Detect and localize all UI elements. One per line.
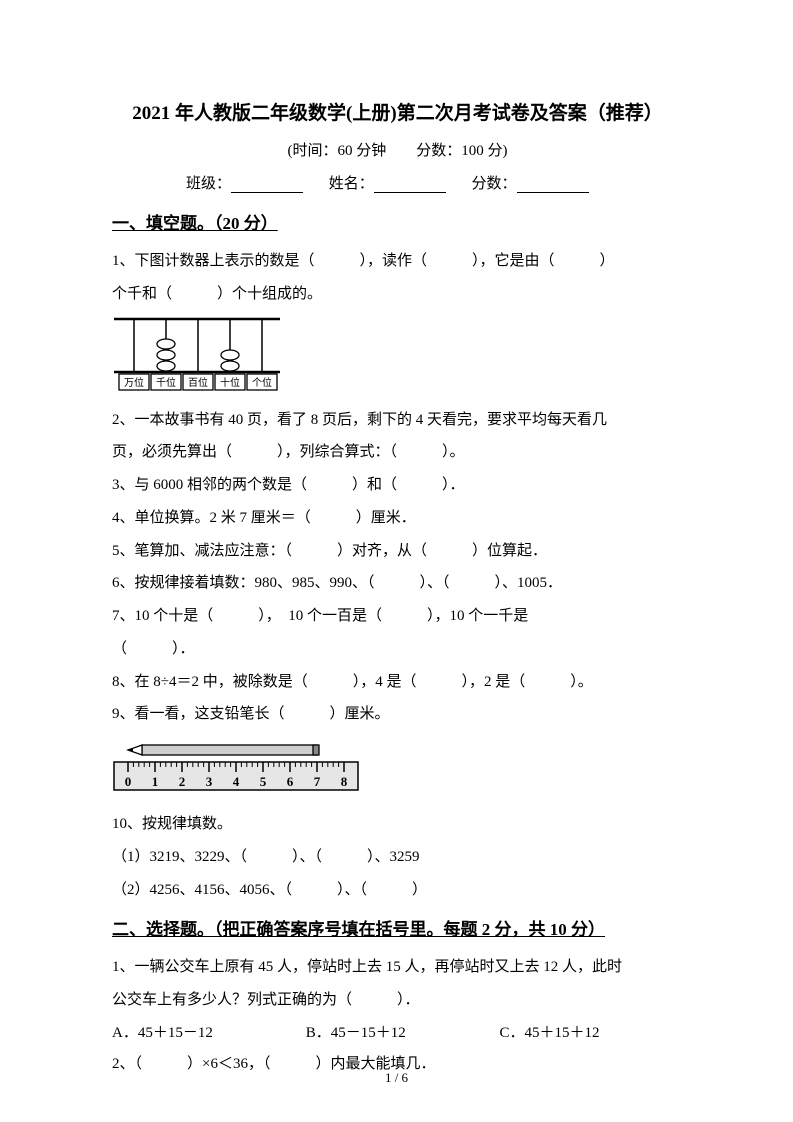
svg-text:千位: 千位 xyxy=(156,376,176,389)
ruler-figure: 0 1 2 3 4 5 6 7 8 xyxy=(112,736,683,799)
class-blank[interactable] xyxy=(231,177,303,193)
s2-q1-options: A．45＋15－12 B．45－15＋12 C．45＋15＋12 xyxy=(112,1018,683,1049)
page-number: 1 / 6 xyxy=(0,1070,793,1086)
q2-line-b: 页，必须先算出（ ），列综合算式：（ ）。 xyxy=(112,437,683,468)
svg-text:4: 4 xyxy=(233,774,240,789)
svg-text:0: 0 xyxy=(125,774,132,789)
svg-text:5: 5 xyxy=(260,774,267,789)
q2-line-a: 2、一本故事书有 40 页，看了 8 页后，剩下的 4 天看完，要求平均每天看几 xyxy=(112,405,683,436)
svg-text:2: 2 xyxy=(179,774,186,789)
q4: 4、单位换算。2 米 7 厘米＝（ ）厘米． xyxy=(112,503,683,534)
q9: 9、看一看，这支铅笔长（ ）厘米。 xyxy=(112,699,683,730)
svg-text:8: 8 xyxy=(341,774,348,789)
section-1-heading: 一、填空题。（20 分） xyxy=(112,209,683,234)
s2-q1-opt-b: B．45－15＋12 xyxy=(306,1018,496,1049)
q8: 8、在 8÷4＝2 中，被除数是（ ），4 是（ ），2 是（ ）。 xyxy=(112,667,683,698)
q7-line-b: （ ）． xyxy=(112,634,683,665)
exam-meta: (时间：60 分钟 分数：100 分) xyxy=(112,139,683,160)
q1-line-a: 1、下图计数器上表示的数是（ ），读作（ ），它是由（ ） xyxy=(112,246,683,277)
q7-line-a: 7、10 个十是（ ）， 10 个一百是（ ），10 个一千是 xyxy=(112,601,683,632)
svg-text:百位: 百位 xyxy=(188,376,208,389)
s2-q1-opt-a: A．45＋15－12 xyxy=(112,1018,302,1049)
score-label: 分数： xyxy=(472,176,517,192)
s2-q1-line-b: 公交车上有多少人？列式正确的为（ ）． xyxy=(112,985,683,1016)
s2-q1-line-a: 1、一辆公交车上原有 45 人，停站时上去 15 人，再停站时又上去 12 人，… xyxy=(112,952,683,983)
q10: 10、按规律填数。 xyxy=(112,809,683,840)
page-title: 2021 年人教版二年级数学(上册)第二次月考试卷及答案（推荐） xyxy=(112,98,683,125)
student-info-line: 班级： 姓名： 分数： xyxy=(112,172,683,193)
svg-text:个位: 个位 xyxy=(252,376,272,389)
svg-text:十位: 十位 xyxy=(220,376,240,389)
q10-sub2: （2）4256、4156、4056、（ ）、（ ） xyxy=(112,875,683,906)
q1-line-b: 个千和（ ）个十组成的。 xyxy=(112,279,683,310)
svg-text:6: 6 xyxy=(287,774,294,789)
q3: 3、与 6000 相邻的两个数是（ ）和（ ）． xyxy=(112,470,683,501)
svg-text:1: 1 xyxy=(152,774,159,789)
section-2-heading: 二、选择题。（把正确答案序号填在括号里。每题 2 分，共 10 分） xyxy=(112,915,683,940)
q5: 5、笔算加、减法应注意：（ ）对齐，从（ ）位算起． xyxy=(112,536,683,567)
abacus-figure: 万位千位百位十位个位 xyxy=(112,316,683,399)
name-blank[interactable] xyxy=(374,177,446,193)
score-blank[interactable] xyxy=(517,177,589,193)
s2-q1-opt-c: C．45＋15＋12 xyxy=(500,1018,600,1049)
name-label: 姓名： xyxy=(329,176,374,192)
svg-text:3: 3 xyxy=(206,774,213,789)
class-label: 班级： xyxy=(186,176,231,192)
svg-text:7: 7 xyxy=(314,774,321,789)
svg-text:万位: 万位 xyxy=(124,376,144,389)
q10-sub1: （1）3219、3229、（ ）、（ ）、3259 xyxy=(112,842,683,873)
q6: 6、按规律接着填数：980、985、990、（ ）、（ ）、1005． xyxy=(112,568,683,599)
